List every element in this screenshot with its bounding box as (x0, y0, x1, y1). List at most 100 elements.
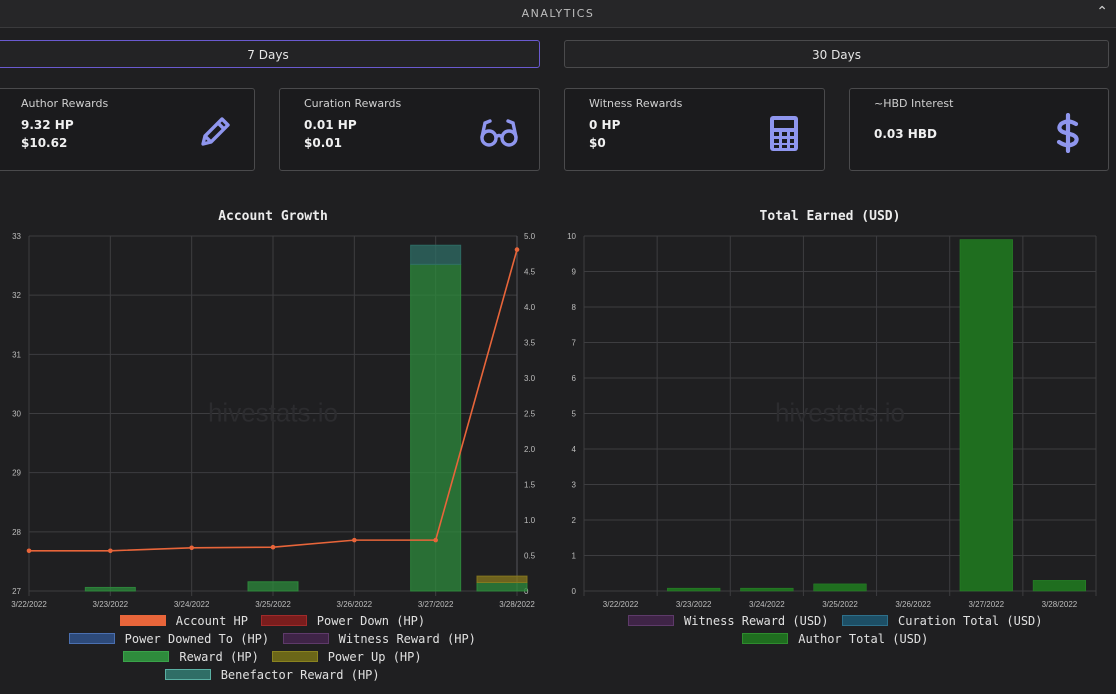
analytics-header[interactable]: ANALYTICS ⌃ (0, 0, 1116, 28)
bar (1032, 580, 1087, 592)
bar (813, 583, 867, 592)
y-tick-label: 5 (572, 410, 577, 419)
x-tick-label: 3/24/2022 (174, 600, 210, 609)
line-point (352, 537, 357, 543)
legend-row: Author Total (USD) (0, 632, 1116, 647)
y-right-tick-label: 0.5 (524, 552, 536, 561)
range-30-days-button[interactable]: 30 Days (564, 40, 1109, 68)
y-right-tick-label: 5.0 (524, 232, 536, 241)
line-point (108, 548, 113, 554)
y-right-tick-label: 2.0 (524, 445, 536, 454)
pencil-icon (201, 117, 230, 146)
card-label: Curation Rewards (304, 97, 402, 110)
y-tick-label: 3 (572, 481, 577, 490)
x-tick-label: 3/28/2022 (1042, 600, 1078, 609)
legend-row: Benefactor Reward (HP) (0, 668, 1116, 683)
y-tick-label: 7 (572, 339, 577, 348)
legend-row: Witness Reward (USD) Curation Total (USD) (0, 614, 1116, 629)
hbd-interest-card: ~HBD Interest 0.03 HBD (849, 88, 1109, 171)
total-earned-title: Total Earned (USD) (759, 209, 901, 224)
legend-swatch (271, 651, 318, 662)
y-left-tick-label: 27 (12, 587, 21, 596)
y-left-tick-label: 32 (12, 291, 21, 300)
legend-swatch (628, 615, 674, 626)
legend-label: Power Up (HP) (327, 650, 422, 664)
analytics-title: ANALYTICS (521, 7, 595, 20)
legend-label: Power Down (HP) (316, 614, 426, 628)
y-left-tick-label: 33 (12, 232, 21, 241)
x-tick-label: 3/22/2022 (603, 600, 639, 609)
x-tick-label: 3/25/2022 (255, 600, 291, 609)
line-point (433, 537, 438, 543)
line-point (189, 545, 194, 551)
y-right-tick-label: 3.0 (524, 374, 536, 383)
card-value-usd: $0.01 (304, 136, 342, 150)
card-value-hbd: 0.03 HBD (874, 127, 937, 141)
chevron-up-icon[interactable]: ⌃ (1096, 4, 1108, 20)
legend-label: Witness Reward (HP) (338, 632, 476, 646)
range-7-days-button[interactable]: 7 Days (0, 40, 540, 68)
y-right-tick-label: 4.0 (524, 303, 536, 312)
y-tick-label: 10 (567, 232, 576, 241)
card-label: Author Rewards (21, 97, 109, 110)
x-tick-label: 3/23/2022 (93, 600, 129, 609)
card-value-hp: 0 HP (589, 118, 621, 132)
x-tick-label: 3/28/2022 (499, 600, 535, 609)
legend-label: Curation Total (USD) (898, 614, 1043, 628)
card-value-hp: 0.01 HP (304, 118, 357, 132)
card-value-hp: 9.32 HP (21, 118, 74, 132)
x-tick-label: 3/22/2022 (11, 600, 47, 609)
x-tick-label: 3/27/2022 (418, 600, 454, 609)
legend-label: Account HP (175, 614, 248, 628)
dollar-icon (1056, 113, 1079, 153)
legend-label: Author Total (USD) (798, 632, 929, 646)
legend-swatch (123, 651, 170, 662)
glasses-icon (480, 119, 518, 147)
legend-swatch (742, 633, 789, 644)
x-tick-label: 3/23/2022 (676, 600, 712, 609)
author-rewards-card: Author Rewards 9.32 HP $10.62 (0, 88, 255, 171)
card-value-usd: $10.62 (21, 136, 68, 150)
legend-label: Reward (HP) (179, 650, 259, 664)
witness-rewards-card: Witness Rewards 0 HP $0 (564, 88, 825, 171)
calculator-icon (770, 116, 798, 151)
x-tick-label: 3/25/2022 (822, 600, 858, 609)
legend-swatch (119, 615, 166, 626)
y-tick-label: 8 (572, 303, 577, 312)
x-tick-label: 3/26/2022 (895, 600, 931, 609)
legend-swatch (842, 615, 888, 626)
legend-row: Reward (HP) Power Up (HP) (0, 650, 1116, 665)
bar (84, 586, 136, 592)
legend-row: Account HP Power Down (HP) (0, 614, 1116, 629)
legend-swatch (282, 633, 329, 644)
card-label: ~HBD Interest (874, 97, 954, 110)
legend-swatch (164, 669, 211, 680)
bar (667, 587, 721, 592)
x-tick-label: 3/26/2022 (337, 600, 373, 609)
legend-label: Benefactor Reward (HP) (220, 668, 380, 682)
watermark: hivestats.io (775, 398, 905, 428)
y-tick-label: 1 (572, 552, 577, 561)
legend-row: Power Downed To (HP) Witness Reward (HP) (0, 632, 1116, 647)
y-tick-label: 0 (572, 587, 577, 596)
card-label: Witness Rewards (589, 97, 683, 110)
y-right-tick-label: 1.5 (524, 481, 536, 490)
line-point (26, 548, 32, 554)
legend-label: Witness Reward (USD) (684, 614, 829, 628)
bar (410, 244, 462, 265)
y-right-tick-label: 4.5 (524, 268, 536, 277)
y-tick-label: 4 (572, 445, 577, 454)
card-value-usd: $0 (589, 136, 606, 150)
legend-label: Power Downed To (HP) (124, 632, 270, 646)
y-tick-label: 2 (572, 516, 577, 525)
y-tick-label: 9 (572, 268, 577, 277)
y-left-tick-label: 30 (12, 410, 21, 419)
line-point (514, 247, 520, 252)
y-tick-label: 6 (572, 374, 577, 383)
x-tick-label: 3/24/2022 (749, 600, 785, 609)
bar (959, 239, 1013, 592)
charts-canvas: 2728293031323300.51.01.52.02.53.03.54.04… (11, 232, 1097, 609)
watermark: hivestats.io (208, 398, 338, 428)
bar (476, 581, 528, 592)
bar (476, 575, 528, 583)
